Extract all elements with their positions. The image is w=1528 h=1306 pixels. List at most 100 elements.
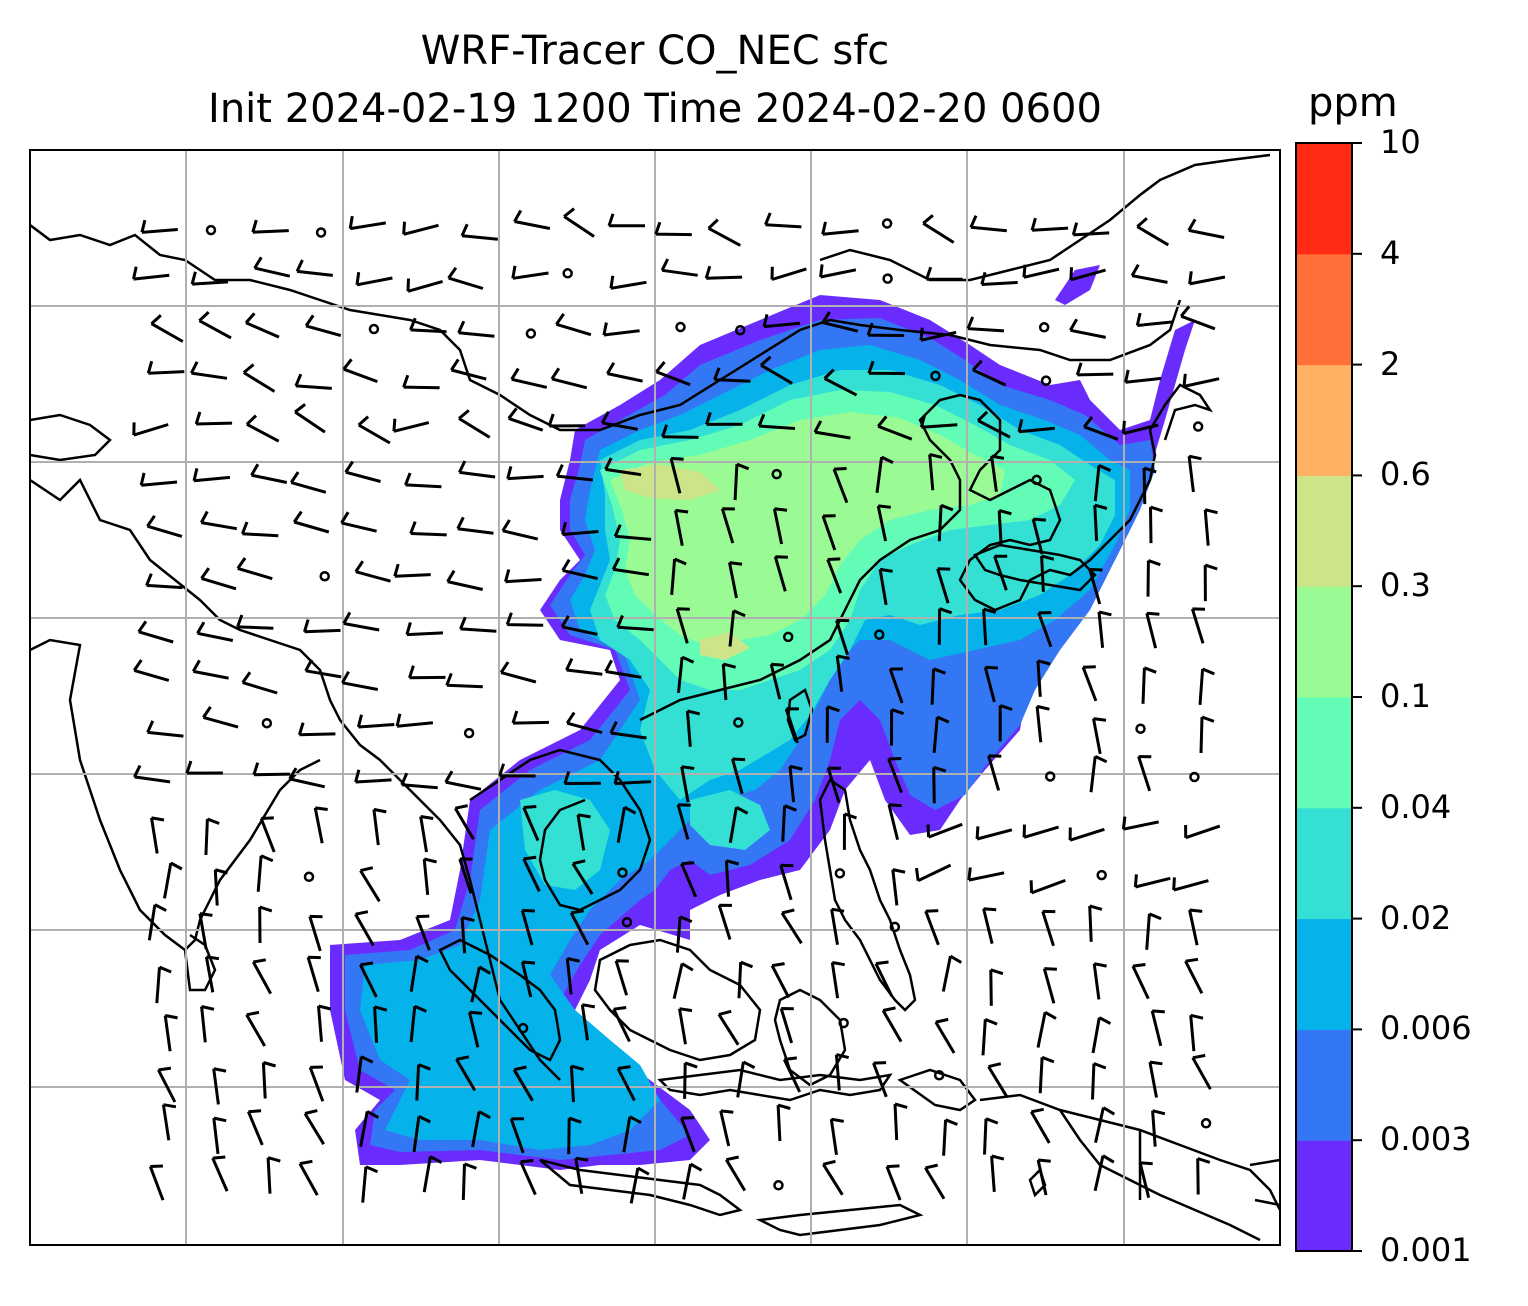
wind-barb: [445, 672, 483, 689]
wind-barb: [830, 907, 845, 945]
colorbar-tick-label: 4: [1380, 233, 1401, 272]
wind-barb: [1145, 912, 1162, 950]
wind-barb: [990, 454, 1005, 492]
wind-barb: [460, 915, 475, 954]
wind-barb: [1135, 312, 1174, 327]
wind-barb: [507, 407, 544, 432]
wind-barb: [825, 705, 840, 743]
wind-barb: [842, 812, 857, 850]
wind-barb: [415, 914, 431, 951]
wind-barb: [1196, 1157, 1211, 1195]
wind-barb: [409, 1004, 427, 1043]
calm-wind-marker: [1038, 322, 1050, 333]
wind-barb: [719, 1109, 734, 1147]
wind-barb: [1040, 554, 1055, 592]
wind-barb: [934, 1017, 956, 1054]
wind-barb: [881, 1006, 903, 1043]
wind-barb: [779, 1007, 794, 1044]
wind-barb: [661, 424, 699, 439]
calm-wind-marker: [1200, 1118, 1212, 1129]
wind-barb: [308, 914, 323, 952]
wind-barb: [511, 710, 549, 725]
wind-barb: [611, 557, 650, 577]
wind-barb: [1036, 659, 1051, 697]
calm-wind-marker: [1096, 869, 1107, 881]
wind-barb: [247, 1109, 264, 1146]
wind-barb: [192, 468, 231, 483]
wind-barb: [1142, 466, 1157, 505]
wind-barb: [998, 704, 1013, 742]
wind-barb: [140, 219, 178, 234]
wind-barb: [966, 316, 1004, 333]
calm-wind-marker: [838, 1017, 849, 1029]
wind-barb: [303, 1109, 325, 1145]
wind-barb: [616, 1065, 636, 1102]
calm-wind-marker: [882, 273, 893, 284]
wind-barb: [788, 764, 803, 803]
wind-barb: [609, 721, 647, 740]
wind-barb: [654, 221, 692, 237]
wind-barb: [1172, 877, 1209, 892]
wind-barb: [372, 807, 387, 846]
wind-barb: [148, 1164, 165, 1201]
calm-wind-marker: [1031, 474, 1042, 486]
wind-barb: [155, 965, 172, 1004]
wind-barb: [660, 258, 698, 277]
wind-barb: [1188, 271, 1226, 286]
wind-barb: [915, 863, 952, 883]
wind-barb: [212, 1067, 227, 1105]
colorbar-tick-label: 0.3: [1380, 566, 1431, 605]
wind-barb: [971, 359, 1007, 387]
wind-barb: [616, 805, 637, 843]
wind-barb: [680, 1116, 696, 1153]
wind-barb: [132, 266, 170, 281]
wind-barb: [392, 418, 430, 433]
wind-barb: [822, 1159, 844, 1196]
wind-barb: [404, 472, 442, 489]
wind-barb: [266, 1156, 281, 1194]
wind-barb: [499, 661, 537, 684]
wind-barb: [212, 1116, 227, 1155]
wind-barb: [261, 1061, 277, 1099]
wind-barb: [288, 767, 326, 789]
colorbar-tick-label: 0.003: [1380, 1120, 1472, 1159]
colorbar-tick-label: 0.006: [1380, 1009, 1472, 1048]
wind-barb: [145, 573, 183, 590]
wind-barb: [520, 960, 536, 998]
wind-barb: [878, 567, 893, 606]
wind-barb: [294, 373, 332, 390]
colorbar-tick-label: 0.02: [1380, 898, 1452, 937]
wind-barb: [874, 960, 894, 997]
wind-barb: [163, 861, 183, 899]
wind-barb: [185, 760, 223, 775]
wind-barb: [677, 655, 695, 694]
wind-barb: [565, 711, 603, 735]
colorbar-segment: [1296, 143, 1352, 255]
calm-wind-marker: [834, 868, 846, 879]
wind-barb: [937, 607, 953, 645]
wind-barb: [461, 1162, 477, 1200]
wind-barb: [1088, 567, 1103, 605]
calm-wind-marker: [889, 921, 901, 933]
concentration-field: [330, 265, 1195, 1170]
wind-barb: [1149, 505, 1164, 544]
wind-barb: [1083, 416, 1119, 441]
wind-barb: [932, 715, 950, 754]
wind-barb: [405, 621, 443, 637]
wind-barb: [317, 1004, 332, 1042]
map-plot-area: [30, 150, 1280, 1245]
wind-barb: [471, 1110, 491, 1148]
calm-wind-marker: [735, 324, 746, 336]
wind-barb: [157, 1066, 177, 1103]
wind-barb: [1038, 1055, 1055, 1094]
wind-barb: [1022, 264, 1060, 279]
calm-wind-marker: [562, 268, 573, 279]
wind-barb: [357, 415, 391, 445]
wind-barb: [770, 962, 791, 999]
wind-barb: [707, 218, 742, 247]
wind-barb: [409, 954, 429, 992]
wind-barb: [1145, 611, 1160, 649]
wind-barb: [678, 1007, 693, 1045]
wind-barb: [616, 614, 654, 632]
wind-barb: [728, 609, 746, 647]
